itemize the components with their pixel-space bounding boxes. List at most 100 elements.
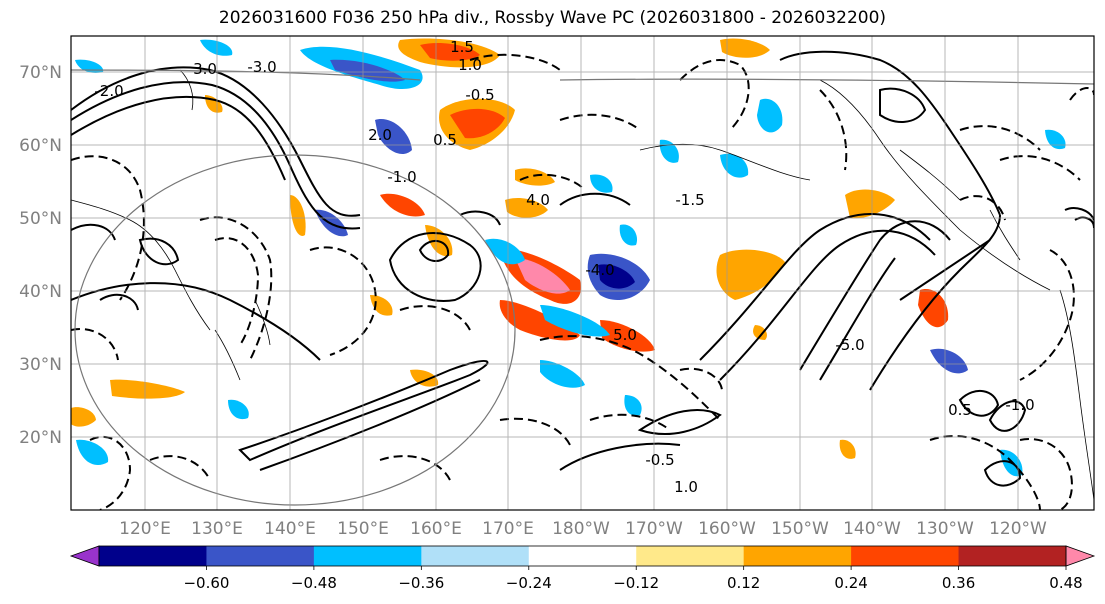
figure-title: 2026031600 F036 250 hPa div., Rossby Wav…	[218, 8, 887, 28]
longitude-label: 150°W	[771, 519, 829, 539]
contour-label: -0.5	[465, 86, 494, 104]
negative-divergence-patch	[930, 348, 968, 374]
latitude-label: 70°N	[19, 63, 62, 83]
longitude-label: 120°W	[989, 519, 1047, 539]
positive-divergence-patch	[515, 168, 555, 186]
colorbar-segment	[958, 546, 1067, 566]
coastlines	[71, 69, 1094, 501]
region-outlines	[71, 69, 1094, 506]
contour-label: -5.0	[835, 336, 864, 354]
latitude-label: 50°N	[19, 209, 62, 229]
longitude-label: 170°W	[625, 519, 683, 539]
positive-divergence-patch	[918, 289, 949, 328]
negative-divergence-patch	[485, 238, 525, 265]
colorbar-segment	[206, 546, 315, 566]
longitude-label: 180°W	[552, 519, 610, 539]
contour-label: 1.0	[458, 56, 482, 74]
positive-divergence-patch	[110, 379, 185, 399]
longitude-label: 130°W	[916, 519, 974, 539]
colorbar-frame	[98, 545, 1067, 567]
latitude-label: 60°N	[19, 136, 62, 156]
positive-divergence-patch	[845, 189, 895, 219]
map-border	[70, 35, 1095, 511]
negative-divergence-patch	[540, 360, 585, 388]
positive-divergence-patch	[290, 195, 306, 236]
negative-divergence-patch	[590, 174, 613, 193]
positive-divergence-patch	[71, 407, 96, 427]
contour-label: 1.0	[674, 478, 698, 496]
colorbar-tick-label: 0.24	[834, 574, 867, 592]
colorbar-segment	[313, 546, 422, 566]
colorbar-tick-label: 0.36	[942, 574, 975, 592]
contour-label: 0.5	[948, 401, 972, 419]
contour-label: -4.0	[585, 261, 614, 279]
colorbar-segment	[851, 546, 960, 566]
longitude-label: 140°E	[264, 519, 316, 539]
positive-divergence-patch	[839, 439, 856, 459]
negative-divergence-patch	[619, 224, 638, 246]
latitude-label: 30°N	[19, 355, 62, 375]
negative-divergence-patch	[1045, 129, 1066, 150]
latitude-label: 20°N	[19, 428, 62, 448]
colorbar-extend-low	[69, 545, 100, 567]
colorbar-segment	[636, 546, 745, 566]
positive-divergence-patch	[370, 295, 393, 316]
colorbar-tick-label: 0.48	[1049, 574, 1082, 592]
colorbar-segment	[743, 546, 852, 566]
gridlines	[71, 36, 1094, 510]
negative-contours	[71, 53, 1094, 510]
colorbar-tick-label: 0.12	[727, 574, 760, 592]
negative-divergence-patch	[330, 59, 405, 82]
colorbar-tick-label: −0.36	[398, 574, 444, 592]
contour-label: -1.0	[1005, 396, 1034, 414]
colorbar-tick-label: −0.24	[506, 574, 552, 592]
negative-divergence-patch	[540, 305, 610, 337]
contour-label: 1.5	[450, 38, 474, 56]
longitude-labels: 120°E 130°E 140°E 150°E 160°E 170°E 180°W 170°W…	[119, 519, 1047, 539]
longitude-label: 170°E	[482, 519, 534, 539]
contour-label: 5.0	[613, 326, 637, 344]
positive-divergence-patch	[720, 38, 770, 58]
latitude-label: 40°N	[19, 282, 62, 302]
longitude-label: 160°E	[410, 519, 462, 539]
contour-label: 3.0	[193, 60, 217, 78]
contour-label: -2.0	[94, 82, 123, 100]
longitude-label: 140°W	[843, 519, 901, 539]
positive-divergence-patch	[450, 108, 505, 139]
colorbar-extend-high	[1065, 545, 1096, 567]
latitude-labels: 70°N 60°N 50°N 40°N 30°N 20°N	[19, 63, 62, 448]
longitude-label: 150°E	[337, 519, 389, 539]
colorbar-segment	[528, 546, 637, 566]
positive-divergence-patch	[753, 325, 767, 340]
map-background	[71, 36, 1094, 510]
colorbar-tick-label: −0.48	[291, 574, 337, 592]
colorbar-tick-label: −0.12	[613, 574, 659, 592]
positive-divergence-patch	[505, 198, 548, 218]
positive-divergence-patch	[716, 249, 785, 300]
positive-divergence-patch	[380, 193, 425, 217]
colorbar: −0.60 −0.48 −0.36 −0.24 −0.12 0.12 0.24 0.36 0.4…	[69, 545, 1096, 592]
positive-divergence-patch	[420, 43, 480, 61]
contour-label: 4.0	[526, 191, 550, 209]
colorbar-segment	[99, 546, 207, 566]
negative-divergence-patch	[598, 264, 635, 289]
longitude-label: 160°W	[698, 519, 756, 539]
contour-label: -3.0	[247, 58, 276, 76]
positive-divergence-patch	[600, 320, 655, 352]
negative-divergence-patch	[624, 395, 642, 416]
negative-divergence-patch	[757, 98, 783, 133]
contour-label: 0.5	[433, 131, 457, 149]
longitude-label: 120°E	[119, 519, 171, 539]
contour-labels: 1.51.00.5-0.5-1.0-1.52.0-2.03.0 -3.04.0-4…	[94, 38, 1034, 496]
positive-divergence-patch	[515, 258, 570, 294]
negative-divergence-patch	[76, 439, 109, 466]
positive-divergence-patch	[410, 369, 439, 387]
negative-divergence-patch	[200, 39, 233, 56]
colorbar-segment	[421, 546, 530, 566]
negative-divergence-patch	[228, 399, 249, 420]
contour-label: -1.5	[675, 191, 704, 209]
contour-label: -1.0	[387, 168, 416, 186]
colorbar-tick-label: −0.60	[183, 574, 229, 592]
contour-label: -0.5	[645, 451, 674, 469]
